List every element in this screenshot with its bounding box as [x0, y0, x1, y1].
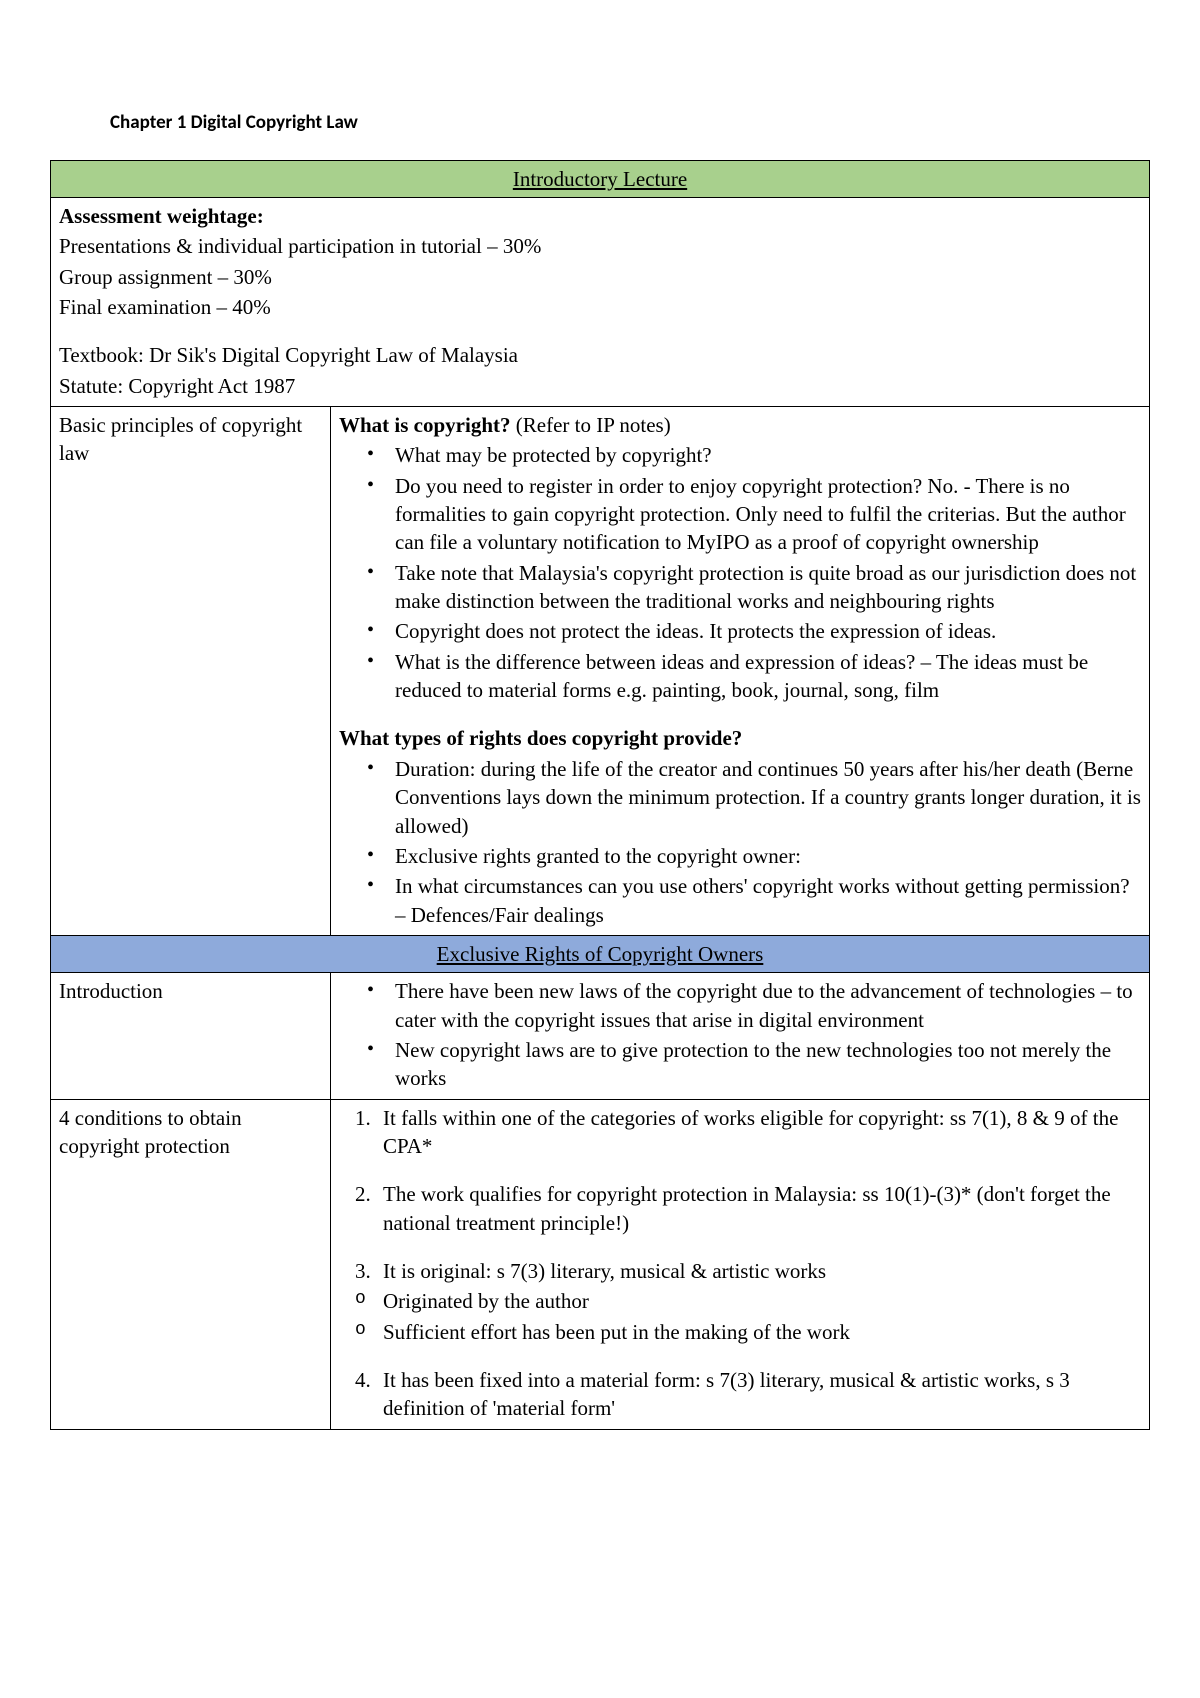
content-table: Introductory Lecture Assessment weightag… — [50, 160, 1150, 1430]
condition-3-text: It is original: s 7(3) literary, musical… — [383, 1259, 826, 1283]
list-item: New copyright laws are to give protectio… — [367, 1036, 1141, 1093]
list-item: Duration: during the life of the creator… — [367, 755, 1141, 840]
condition-2-text: The work qualifies for copyright protect… — [383, 1182, 1111, 1234]
list-item: There have been new laws of the copyrigh… — [367, 977, 1141, 1034]
list-item: Originated by the author — [355, 1287, 1141, 1315]
list-item: 1.It falls within one of the categories … — [355, 1104, 1141, 1161]
chapter-title: Chapter 1 Digital Copyright Law — [110, 110, 1150, 136]
textbook-line: Textbook: Dr Sik's Digital Copyright Law… — [59, 341, 1141, 369]
basic-principles-label: Basic principles of copyright law — [51, 407, 331, 936]
what-is-copyright-heading: What is copyright? — [339, 413, 511, 437]
list-item: Exclusive rights granted to the copyrigh… — [367, 842, 1141, 870]
q2-bullet-list: Duration: during the life of the creator… — [339, 755, 1141, 929]
condition-3-sublist: Originated by the author Sufficient effo… — [339, 1287, 1141, 1346]
statute-line: Statute: Copyright Act 1987 — [59, 372, 1141, 400]
list-item: Take note that Malaysia's copyright prot… — [367, 559, 1141, 616]
conditions-list: 1.It falls within one of the categories … — [339, 1104, 1141, 1161]
what-is-copyright-suffix: (Refer to IP notes) — [511, 413, 671, 437]
introduction-content: There have been new laws of the copyrigh… — [331, 973, 1150, 1099]
section-header-exclusive-rights: Exclusive Rights of Copyright Owners — [51, 935, 1150, 972]
section-header-introductory: Introductory Lecture — [51, 160, 1150, 197]
assessment-line: Presentations & individual participation… — [59, 232, 1141, 260]
conditions-label: 4 conditions to obtain copyright protect… — [51, 1099, 331, 1429]
basic-principles-content: What is copyright? (Refer to IP notes) W… — [331, 407, 1150, 936]
list-item: What may be protected by copyright? — [367, 441, 1141, 469]
conditions-content: 1.It falls within one of the categories … — [331, 1099, 1150, 1429]
assessment-cell: Assessment weightage: Presentations & in… — [51, 197, 1150, 406]
introduction-label: Introduction — [51, 973, 331, 1099]
intro-bullet-list: There have been new laws of the copyrigh… — [339, 977, 1141, 1092]
assessment-line: Group assignment – 30% — [59, 263, 1141, 291]
list-item: In what circumstances can you use others… — [367, 872, 1141, 929]
condition-4-text: It has been fixed into a material form: … — [383, 1368, 1070, 1420]
list-item: 4.It has been fixed into a material form… — [355, 1366, 1141, 1423]
assessment-line: Final examination – 40% — [59, 293, 1141, 321]
list-item: 3.It is original: s 7(3) literary, music… — [355, 1257, 1141, 1285]
list-item: Copyright does not protect the ideas. It… — [367, 617, 1141, 645]
assessment-title: Assessment weightage: — [59, 204, 264, 228]
list-item: Do you need to register in order to enjo… — [367, 472, 1141, 557]
q1-bullet-list: What may be protected by copyright? Do y… — [339, 441, 1141, 704]
list-item: 2.The work qualifies for copyright prote… — [355, 1180, 1141, 1237]
rights-heading: What types of rights does copyright prov… — [339, 724, 1141, 752]
list-item: What is the difference between ideas and… — [367, 648, 1141, 705]
list-item: Sufficient effort has been put in the ma… — [355, 1318, 1141, 1346]
condition-1-text: It falls within one of the categories of… — [383, 1106, 1118, 1158]
